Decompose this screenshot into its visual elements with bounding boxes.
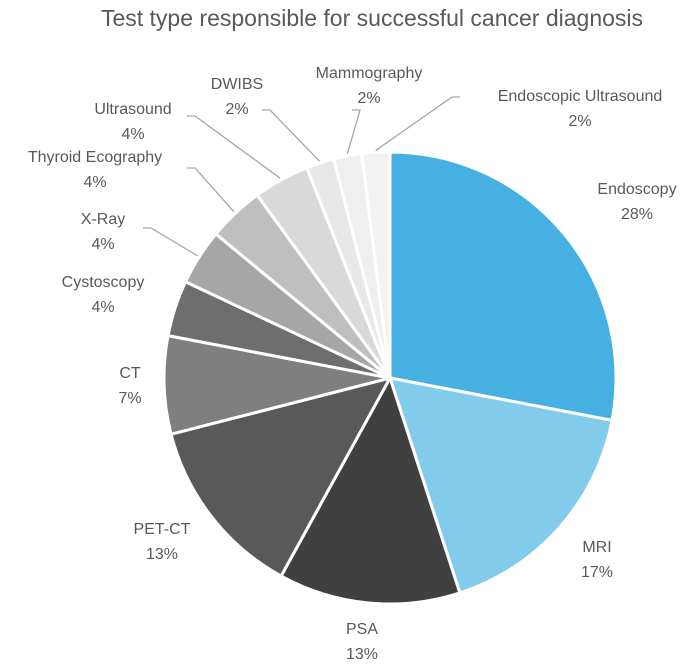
slice-label: Endoscopy	[597, 181, 676, 198]
pie-slice	[279, 374, 462, 606]
pie-slice	[359, 150, 392, 379]
slice-value-label: 2%	[568, 113, 591, 130]
slice-label: PET-CT	[134, 521, 191, 538]
pie-slice	[169, 375, 393, 579]
slice-label: MRI	[582, 539, 611, 556]
leader-line	[262, 109, 321, 162]
leader-line	[187, 167, 235, 213]
slice-label: Endoscopic Ultrasound	[498, 88, 663, 105]
leader-line	[187, 115, 281, 179]
pie-slice	[388, 150, 618, 423]
chart-title: Test type responsible for successful can…	[101, 5, 643, 31]
slice-label: Cystoscopy	[62, 274, 145, 291]
slice-value-label: 13%	[146, 546, 178, 563]
slice-value-label: 28%	[621, 206, 653, 223]
pie-slice	[387, 376, 614, 595]
leader-line	[143, 227, 198, 257]
slice-label: CT	[119, 365, 141, 382]
slice-label: Ultrasound	[94, 101, 171, 118]
slice-value-label: 4%	[83, 174, 106, 191]
slice-label: DWIBS	[211, 76, 263, 93]
slice-label: Mammography	[316, 65, 423, 82]
slice-label: PSA	[346, 621, 378, 638]
slice-value-label: 2%	[225, 101, 248, 118]
slice-value-label: 4%	[91, 236, 114, 253]
slice-value-label: 7%	[118, 390, 141, 407]
slice-value-label: 4%	[91, 299, 114, 316]
slice-label: Thyroid Ecography	[28, 149, 162, 166]
leader-line	[346, 109, 361, 155]
slice-value-label: 13%	[346, 646, 378, 663]
slice-value-label: 2%	[357, 90, 380, 107]
slice-label: X-Ray	[81, 211, 125, 228]
leader-line	[375, 96, 460, 151]
slice-value-label: 17%	[581, 564, 613, 581]
slice-value-label: 4%	[121, 126, 144, 143]
